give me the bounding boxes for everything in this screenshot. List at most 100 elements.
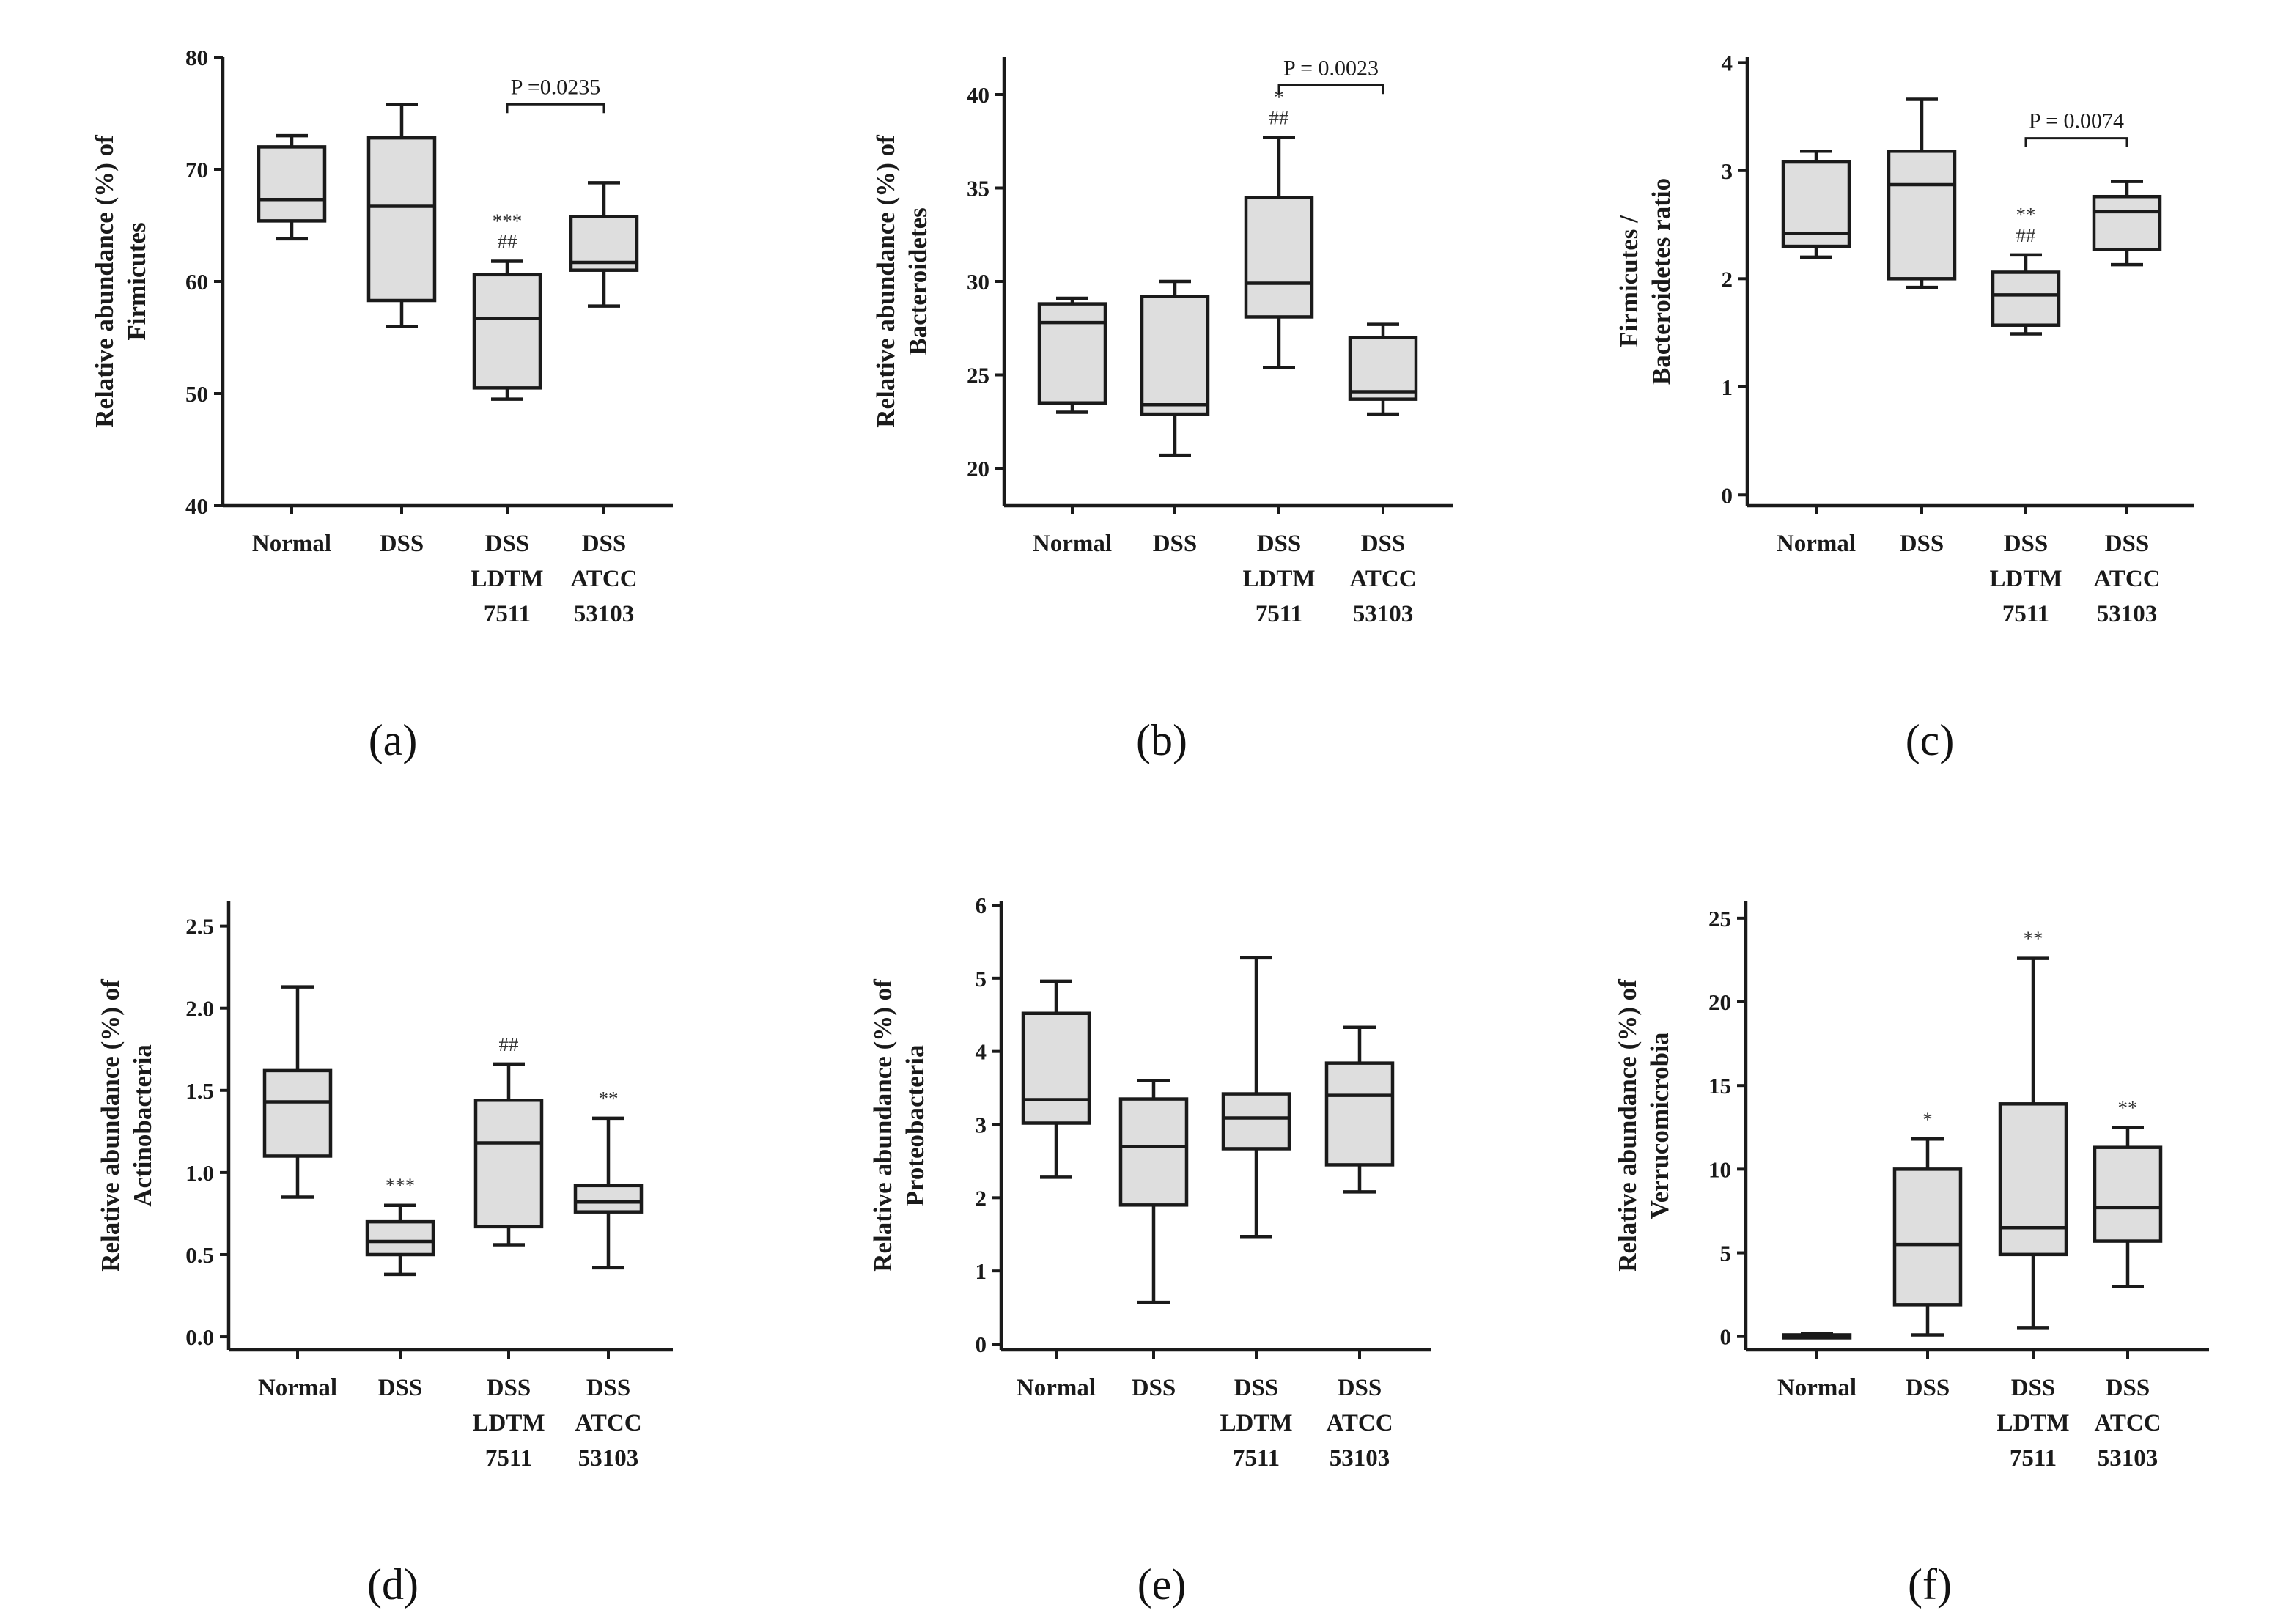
x-category-label-line: DSS — [1338, 1375, 1382, 1401]
x-category-label-line: LDTM — [1243, 566, 1316, 592]
significance-marker: * — [1922, 1108, 1933, 1130]
x-category-label-line: DSS — [2106, 1375, 2150, 1401]
significance-marker: * — [1274, 86, 1284, 108]
box — [262, 1068, 333, 1158]
x-category-label-line: ATCC — [1326, 1410, 1393, 1436]
x-category-label: DSS — [1153, 531, 1198, 557]
y-tick-label: 25 — [1708, 906, 1731, 931]
y-tick-label: 35 — [967, 176, 989, 202]
y-tick-label: 1 — [976, 1258, 987, 1284]
x-category-label-line: 53103 — [2098, 1445, 2158, 1472]
x-category-label: DSS ATCC 53103 — [1326, 1375, 1393, 1472]
x-category-label-line: 53103 — [578, 1445, 639, 1472]
significance-marker: ## — [498, 230, 518, 252]
x-category-label-line: 7511 — [1256, 601, 1302, 627]
y-tick-label: 40 — [967, 82, 989, 108]
x-category-label-line: Normal — [1017, 1375, 1096, 1401]
y-tick-label: 1.5 — [185, 1078, 214, 1104]
x-category-label: Normal — [1777, 1375, 1856, 1401]
y-tick-label: 0.5 — [185, 1242, 214, 1268]
x-category-label-line: LDTM — [471, 566, 544, 592]
x-category-label-line: 53103 — [1330, 1445, 1390, 1472]
y-axis-label-line: Proteobacteria — [901, 1045, 929, 1207]
x-category-label: DSS LDTM 7511 — [473, 1375, 545, 1472]
x-category-label-line: Normal — [1777, 531, 1856, 557]
panel-label-e: (e) — [1138, 1560, 1187, 1609]
y-tick-label: 40 — [185, 493, 208, 519]
y-axis-label: Relative abundance (%) of Proteobacteria — [869, 979, 929, 1272]
significance-marker: ** — [599, 1088, 619, 1110]
box — [1118, 1097, 1189, 1207]
x-category-label: DSS LDTM 7511 — [1990, 531, 2062, 627]
y-tick-label: 80 — [185, 45, 208, 70]
y-tick-label: 4 — [976, 1039, 987, 1065]
x-category-label-line: Normal — [1033, 531, 1112, 557]
y-tick-label: 50 — [185, 381, 208, 407]
y-axis-label-line: Bacteroidetes — [904, 207, 932, 355]
x-category-label-line: ATCC — [2093, 566, 2160, 592]
x-category-label-line: ATCC — [570, 566, 637, 592]
y-axis-label-line: Relative abundance (%) of — [96, 979, 125, 1272]
y-tick-label: 1 — [1722, 374, 1733, 400]
y-axis-label: Firmicutes / Bacteroidetes ratio — [1615, 178, 1675, 385]
y-axis-label-line: Relative abundance (%) of — [1613, 979, 1642, 1272]
y-tick-label: 10 — [1708, 1156, 1731, 1182]
box — [1892, 1167, 1963, 1307]
x-category-label-line: DSS — [1900, 531, 1944, 557]
y-axis-label-line: Firmicutes — [122, 222, 151, 340]
p-value-label: P = 0.0023 — [1283, 56, 1379, 80]
panel-label-b: (b) — [1136, 716, 1187, 764]
panel-label-d: (d) — [367, 1560, 419, 1609]
y-axis-label-line: Actinobacteria — [128, 1044, 157, 1207]
panel-label-a: (a) — [369, 716, 418, 764]
significance-marker: *** — [493, 210, 523, 232]
panel-label-c: (c) — [1906, 716, 1955, 764]
y-tick-label: 60 — [185, 269, 208, 295]
y-tick-label: 0 — [1722, 482, 1733, 508]
x-category-label: Normal — [1017, 1375, 1096, 1401]
x-category-label-line: 7511 — [2002, 601, 2049, 627]
x-category-label: DSS ATCC 53103 — [2093, 531, 2160, 627]
x-category-label: Normal — [1777, 531, 1856, 557]
y-axis-label-line: Verrucomicrobia — [1645, 1033, 1674, 1219]
x-category-label: DSS ATCC 53103 — [2094, 1375, 2161, 1472]
x-category-label-line: DSS — [2011, 1375, 2056, 1401]
comparison-bracket — [2024, 137, 2128, 147]
comparison-bracket — [1277, 84, 1384, 95]
y-tick-label: 3 — [1722, 158, 1733, 184]
y-tick-label: 2.0 — [185, 996, 214, 1022]
panel-b: 20 25 30 35 40 Relative abundance (%) of Bacte… — [871, 56, 1453, 627]
x-category-label-line: DSS — [380, 531, 424, 557]
y-tick-label: 15 — [1708, 1073, 1731, 1099]
y-axis-label: Relative abundance (%) of Verrucomicrobia — [1613, 979, 1674, 1272]
p-value-label: P =0.0235 — [511, 75, 601, 99]
x-category-label: DSS LDTM 7511 — [1243, 531, 1316, 627]
x-category-label: DSS — [1132, 1375, 1176, 1401]
y-tick-label: 20 — [967, 456, 989, 481]
x-category-label-line: 53103 — [2097, 601, 2158, 627]
y-axis-label-line: Relative abundance (%) of — [871, 135, 900, 428]
y-tick-label: 30 — [967, 269, 989, 295]
x-category-label-line: 7511 — [484, 601, 531, 627]
y-axis-label: Relative abundance (%) of Firmicutes — [90, 135, 151, 428]
x-category-label: DSS ATCC 53103 — [570, 531, 637, 627]
y-tick-label: 70 — [185, 157, 208, 182]
x-category-label-line: LDTM — [1997, 1410, 2070, 1436]
x-category-label: Normal — [252, 531, 331, 557]
significance-marker: ** — [2016, 204, 2036, 226]
y-tick-label: 5 — [976, 966, 987, 992]
y-tick-label: 2 — [1722, 266, 1733, 292]
x-category-label: DSS — [380, 531, 424, 557]
x-category-label-line: LDTM — [473, 1410, 545, 1436]
x-category-label-line: DSS — [2105, 531, 2150, 557]
box — [257, 145, 327, 223]
x-category-label: DSS ATCC 53103 — [575, 1375, 641, 1472]
panel-e: 0 1 2 3 4 5 6 Relative abundance (%) of Proteoba… — [869, 893, 1431, 1472]
y-tick-label: 6 — [976, 893, 987, 918]
x-category-label-line: Normal — [252, 531, 331, 557]
x-category-label-line: DSS — [1132, 1375, 1176, 1401]
x-category-label: DSS ATCC 53103 — [1349, 531, 1416, 627]
y-axis-label-line: Relative abundance (%) of — [90, 135, 119, 428]
y-tick-label: 25 — [967, 363, 989, 388]
y-tick-label: 0.0 — [185, 1324, 214, 1350]
